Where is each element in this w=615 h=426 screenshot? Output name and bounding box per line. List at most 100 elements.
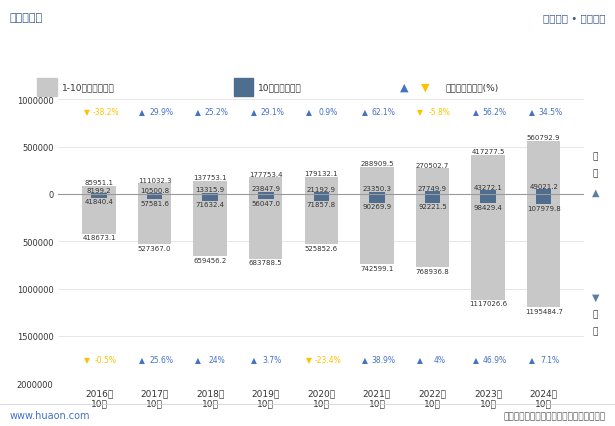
Bar [472,155,505,195]
Bar [425,195,440,203]
Text: 24%: 24% [208,355,225,364]
Text: ▼: ▼ [421,82,430,92]
Text: 742599.1: 742599.1 [360,265,394,271]
Bar [480,190,496,195]
Text: ▲: ▲ [250,355,256,364]
Bar [360,195,394,265]
Bar [138,184,171,195]
Bar [37,78,57,96]
Text: ▲: ▲ [362,355,368,364]
Text: 进: 进 [592,310,598,319]
Text: 62.1%: 62.1% [371,108,395,117]
Bar [480,195,496,204]
Bar [82,195,116,234]
Bar [369,192,385,195]
Text: 56.2%: 56.2% [483,108,507,117]
Bar [527,141,560,195]
Text: ▲: ▲ [473,355,479,364]
Text: 1117026.6: 1117026.6 [469,301,507,307]
Text: 560792.9: 560792.9 [527,135,560,141]
Text: 768936.8: 768936.8 [416,268,450,274]
Text: -5.8%: -5.8% [428,108,450,117]
Text: 23350.3: 23350.3 [362,186,391,192]
Text: 107979.8: 107979.8 [527,205,560,211]
Text: ▲: ▲ [250,108,256,117]
Text: 417277.5: 417277.5 [472,149,505,155]
Text: ▼: ▼ [418,108,423,117]
Text: 21192.9: 21192.9 [307,186,336,192]
Text: ▼: ▼ [84,108,90,117]
Bar [360,167,394,195]
Bar [527,195,560,308]
Text: ▲: ▲ [306,108,312,117]
Text: 10月（万美元）: 10月（万美元） [258,83,302,92]
Text: 137753.1: 137753.1 [193,175,227,181]
Text: 专业严谨 • 客观科学: 专业严谨 • 客观科学 [543,13,606,23]
Text: 92221.5: 92221.5 [418,204,447,210]
Bar [249,195,282,259]
Text: 527367.0: 527367.0 [138,245,172,251]
Bar [194,195,227,257]
Text: 56047.0: 56047.0 [252,200,280,206]
Text: ▲: ▲ [400,82,408,92]
Text: 179132.1: 179132.1 [304,171,338,177]
Text: ▼: ▼ [306,355,312,364]
Text: 口: 口 [592,326,598,336]
Text: 71857.8: 71857.8 [307,201,336,207]
Text: ▲: ▲ [362,108,368,117]
Text: 683788.5: 683788.5 [249,260,282,266]
Text: 0.9%: 0.9% [319,108,338,117]
Text: ▼: ▼ [592,292,600,302]
Text: 25.2%: 25.2% [205,108,229,117]
Bar [91,194,107,195]
Bar [147,195,162,200]
Bar [536,195,552,205]
Text: 25.6%: 25.6% [149,355,173,364]
Text: 29.1%: 29.1% [261,108,284,117]
Bar [234,78,253,96]
Text: -0.5%: -0.5% [95,355,117,364]
Bar [138,195,171,245]
Text: 41840.4: 41840.4 [85,199,113,205]
Text: ▲: ▲ [195,108,201,117]
Text: 29.9%: 29.9% [149,108,173,117]
Bar [147,193,162,195]
Bar [416,169,449,195]
Bar [194,181,227,195]
Text: 34.5%: 34.5% [538,108,562,117]
Bar [314,195,329,201]
Text: 270502.7: 270502.7 [416,162,449,168]
Text: 13315.9: 13315.9 [196,187,224,193]
Text: 49021.2: 49021.2 [530,184,558,190]
Text: www.huaon.com: www.huaon.com [9,411,90,420]
Text: ▲: ▲ [140,108,145,117]
Text: 71632.4: 71632.4 [196,201,224,207]
Text: 111032.3: 111032.3 [138,178,172,184]
Text: 1-10月（万美元）: 1-10月（万美元） [62,83,114,92]
Bar [249,178,282,195]
Text: 98429.4: 98429.4 [474,204,502,210]
Text: -38.2%: -38.2% [92,108,119,117]
Bar [369,195,385,203]
Bar [416,195,449,267]
Text: ▲: ▲ [195,355,201,364]
Text: 10500.8: 10500.8 [140,187,169,193]
Text: 出: 出 [592,152,598,161]
Text: 57581.6: 57581.6 [140,200,169,206]
Bar [425,192,440,195]
Bar [304,178,338,195]
Text: ▲: ▲ [528,108,534,117]
Text: 华经情报网: 华经情报网 [9,13,42,23]
Text: ▲: ▲ [528,355,534,364]
Text: 3.7%: 3.7% [263,355,282,364]
Text: 27749.9: 27749.9 [418,186,447,192]
Bar [472,195,505,300]
Text: 口: 口 [592,169,598,178]
Bar [82,187,116,195]
Text: 38.9%: 38.9% [371,355,395,364]
Text: ▲: ▲ [473,108,479,117]
Bar [258,195,274,200]
Bar [536,190,552,195]
Bar [258,192,274,195]
Text: -23.4%: -23.4% [315,355,341,364]
